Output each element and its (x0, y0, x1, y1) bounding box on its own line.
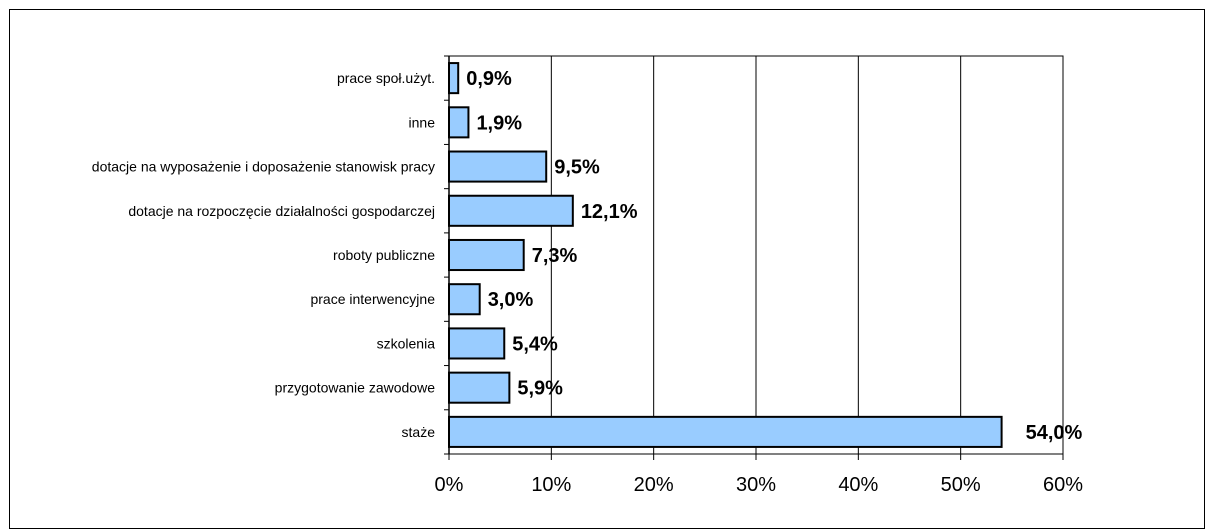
category-label: dotacje na wyposażenie i doposażenie sta… (92, 159, 435, 175)
data-label: 3,0% (488, 289, 534, 311)
category-label: przygotowanie zawodowe (275, 380, 436, 396)
data-label: 5,9% (517, 378, 563, 400)
bar (448, 327, 506, 360)
data-label: 54,0% (1026, 422, 1083, 444)
x-tick-label: 0% (435, 474, 464, 496)
category-label: staże (402, 424, 436, 440)
x-tick-label: 30% (736, 474, 776, 496)
bar (448, 283, 481, 316)
x-tick-label: 60% (1043, 474, 1083, 496)
bar (448, 371, 511, 404)
data-label: 7,3% (532, 245, 578, 267)
data-label: 0,9% (466, 68, 512, 90)
x-axis-tick-labels: 0% 10% 20% 30% 40% 50% 60% (435, 474, 1084, 496)
category-label: roboty publiczne (333, 247, 435, 263)
data-label: 9,5% (554, 157, 600, 179)
category-label: inne (409, 114, 436, 130)
bar (448, 106, 470, 139)
category-label: dotacje na rozpoczęcie działalności gosp… (128, 203, 435, 219)
data-label: 12,1% (581, 201, 638, 223)
category-label: prace interwencyjne (310, 291, 435, 307)
x-tick-label: 10% (531, 474, 571, 496)
bars (448, 62, 1003, 448)
value-labels: 0,9% 1,9% 9,5% 12,1%7,3% 3,0% 5,4% 5,9% 54,0% (466, 68, 1082, 444)
data-label: 1,9% (476, 112, 522, 134)
category-labels: prace społ.użyt. inne dotacje na wyposażen… (92, 70, 435, 440)
x-tick-label: 50% (941, 474, 981, 496)
bar (448, 415, 1003, 448)
bar (448, 62, 460, 95)
category-label: szkolenia (377, 335, 436, 351)
x-tick-label: 20% (634, 474, 674, 496)
data-label: 5,4% (512, 333, 558, 355)
bar (448, 150, 548, 183)
bar (448, 194, 574, 227)
category-label: prace społ.użyt. (337, 70, 435, 86)
bar (448, 238, 525, 272)
bar-chart: prace społ.użyt. inne dotacje na wyposażen… (92, 55, 1084, 496)
x-tick-label: 40% (838, 474, 878, 496)
